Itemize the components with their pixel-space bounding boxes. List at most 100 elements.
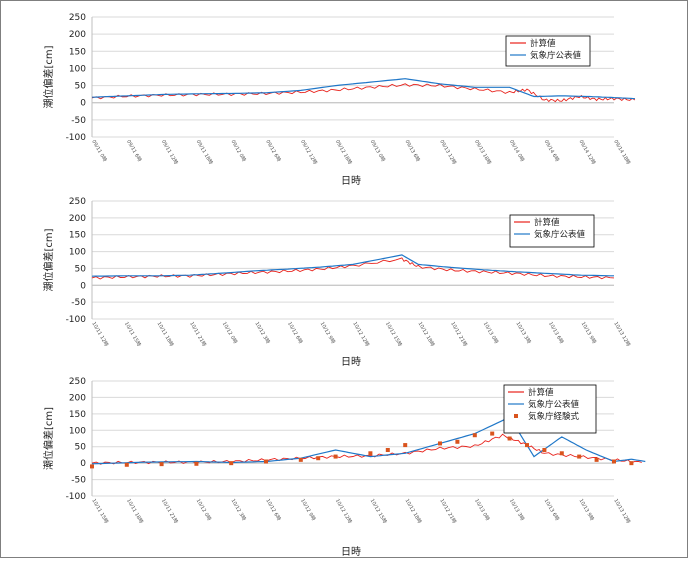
data-point <box>90 464 94 469</box>
x-axis-label: 日時 <box>341 546 361 558</box>
y-tick-label: -50 <box>71 116 86 126</box>
y-tick-label: 100 <box>69 426 86 436</box>
x-tick-label: 10/13 3時 <box>508 498 525 522</box>
x-tick-label: 10/12 9時 <box>299 498 316 522</box>
data-point <box>403 443 408 448</box>
x-tick-label: 10/12 0時 <box>195 498 212 522</box>
y-axis-label: 潮位偏差[cm] <box>42 45 55 108</box>
y-tick-label: 100 <box>69 248 86 258</box>
x-tick-label: 10/12 15時 <box>384 321 403 348</box>
y-tick-label: -100 <box>66 492 87 502</box>
series-line <box>91 257 615 280</box>
data-point <box>194 461 199 466</box>
x-tick-label: 09/14 0時 <box>508 139 525 163</box>
x-tick-label: 10/13 12時 <box>612 321 631 348</box>
legend-marker <box>514 414 518 418</box>
data-point <box>455 439 460 444</box>
legend-label: 計算値 <box>528 387 554 398</box>
y-tick-label: -100 <box>66 133 87 143</box>
x-tick-label: 09/11 6時 <box>125 139 142 163</box>
data-point <box>298 457 303 462</box>
data-point <box>525 443 529 448</box>
x-tick-label: 10/12 21時 <box>449 321 468 348</box>
legend-label: 気象庁公表値 <box>530 50 582 61</box>
legend-label: 計算値 <box>530 38 556 49</box>
x-tick-label: 09/11 18時 <box>195 139 214 166</box>
legend-box <box>505 35 591 67</box>
y-tick-label: 150 <box>69 410 86 420</box>
y-tick-label: 200 <box>69 393 86 403</box>
legend-box <box>503 384 597 434</box>
y-tick-label: 50 <box>75 443 87 453</box>
chart-panel-2: 250 200 150 100 50 0 -50 -100 10/11 12時 10/11 15時… <box>0 188 690 370</box>
y-tick-label: 150 <box>69 47 86 57</box>
y-axis-label: 潮位偏差[cm] <box>42 228 55 291</box>
x-tick-label: 10/13 0時 <box>482 321 499 345</box>
data-point <box>264 459 268 464</box>
x-tick-label: 09/13 6時 <box>403 139 420 163</box>
x-tick-label: 10/13 9時 <box>580 321 597 345</box>
data-point <box>124 462 129 467</box>
x-tick-label: 10/13 9時 <box>577 498 594 522</box>
data-point <box>438 441 442 446</box>
x-tick-label: 09/12 0時 <box>229 139 246 163</box>
y-tick-label: 0 <box>80 459 86 469</box>
data-point <box>594 457 599 462</box>
x-axis-label: 日時 <box>341 175 361 187</box>
x-tick-label: 09/13 18時 <box>473 139 492 166</box>
x-tick-label: 09/14 18時 <box>612 139 631 166</box>
x-axis-label: 日時 <box>341 356 361 368</box>
y-tick-label: 150 <box>69 231 86 241</box>
x-tick-label: 10/12 6時 <box>264 498 281 522</box>
data-point <box>316 456 321 461</box>
y-tick-label: -50 <box>71 298 86 308</box>
x-tick-label: 10/12 15時 <box>369 498 388 525</box>
y-tick-label: 200 <box>69 214 86 224</box>
x-tick-label: 10/11 18時 <box>125 498 144 525</box>
x-tick-label: 10/12 6時 <box>286 321 303 345</box>
x-tick-label: 09/11 0時 <box>90 139 107 163</box>
legend-label: 計算値 <box>534 217 560 228</box>
x-tick-label: 10/13 6時 <box>547 321 564 345</box>
data-point <box>159 462 164 467</box>
y-tick-label: 200 <box>69 30 86 40</box>
chart-panel-1: 250 200 150 100 50 0 -50 -100 09/11 0時 09/11 6時 09… <box>0 0 690 188</box>
x-tick-label: 09/11 12時 <box>160 139 179 166</box>
x-tick-label: 10/11 21時 <box>160 498 179 525</box>
x-tick-label: 10/12 0時 <box>221 321 238 345</box>
y-tick-label: 50 <box>75 264 87 274</box>
data-point <box>507 436 512 441</box>
series-line <box>91 78 635 100</box>
legend-box <box>509 214 595 248</box>
x-tick-label: 09/13 12時 <box>438 139 457 166</box>
data-point <box>559 451 564 456</box>
x-tick-label: 10/11 15時 <box>90 498 109 525</box>
y-tick-label: 250 <box>69 377 86 387</box>
legend-label: 気象庁公表値 <box>534 229 586 240</box>
y-tick-label: 100 <box>69 64 86 74</box>
y-tick-label: 0 <box>80 281 86 291</box>
x-tick-label: 09/14 6時 <box>543 139 560 163</box>
series-line <box>91 254 614 277</box>
x-tick-label: 10/12 18時 <box>403 498 422 525</box>
y-tick-label: -100 <box>66 315 87 325</box>
legend-label: 気象庁経験式 <box>528 411 580 422</box>
legend-label: 気象庁公表値 <box>528 399 580 410</box>
x-tick-label: 10/11 12時 <box>90 321 109 348</box>
y-tick-label: 250 <box>69 197 86 207</box>
data-point <box>472 433 477 438</box>
data-point <box>629 461 634 466</box>
x-tick-label: 10/11 18時 <box>156 321 175 348</box>
x-tick-label: 10/12 21時 <box>438 498 457 525</box>
y-tick-label: -50 <box>71 476 86 486</box>
chart-panel-3: 250 200 150 100 50 0 -50 -100 10/11 15時 10/11 18時… <box>0 370 690 560</box>
x-tick-label: 09/12 12時 <box>299 139 318 166</box>
x-tick-label: 09/13 0時 <box>369 139 386 163</box>
